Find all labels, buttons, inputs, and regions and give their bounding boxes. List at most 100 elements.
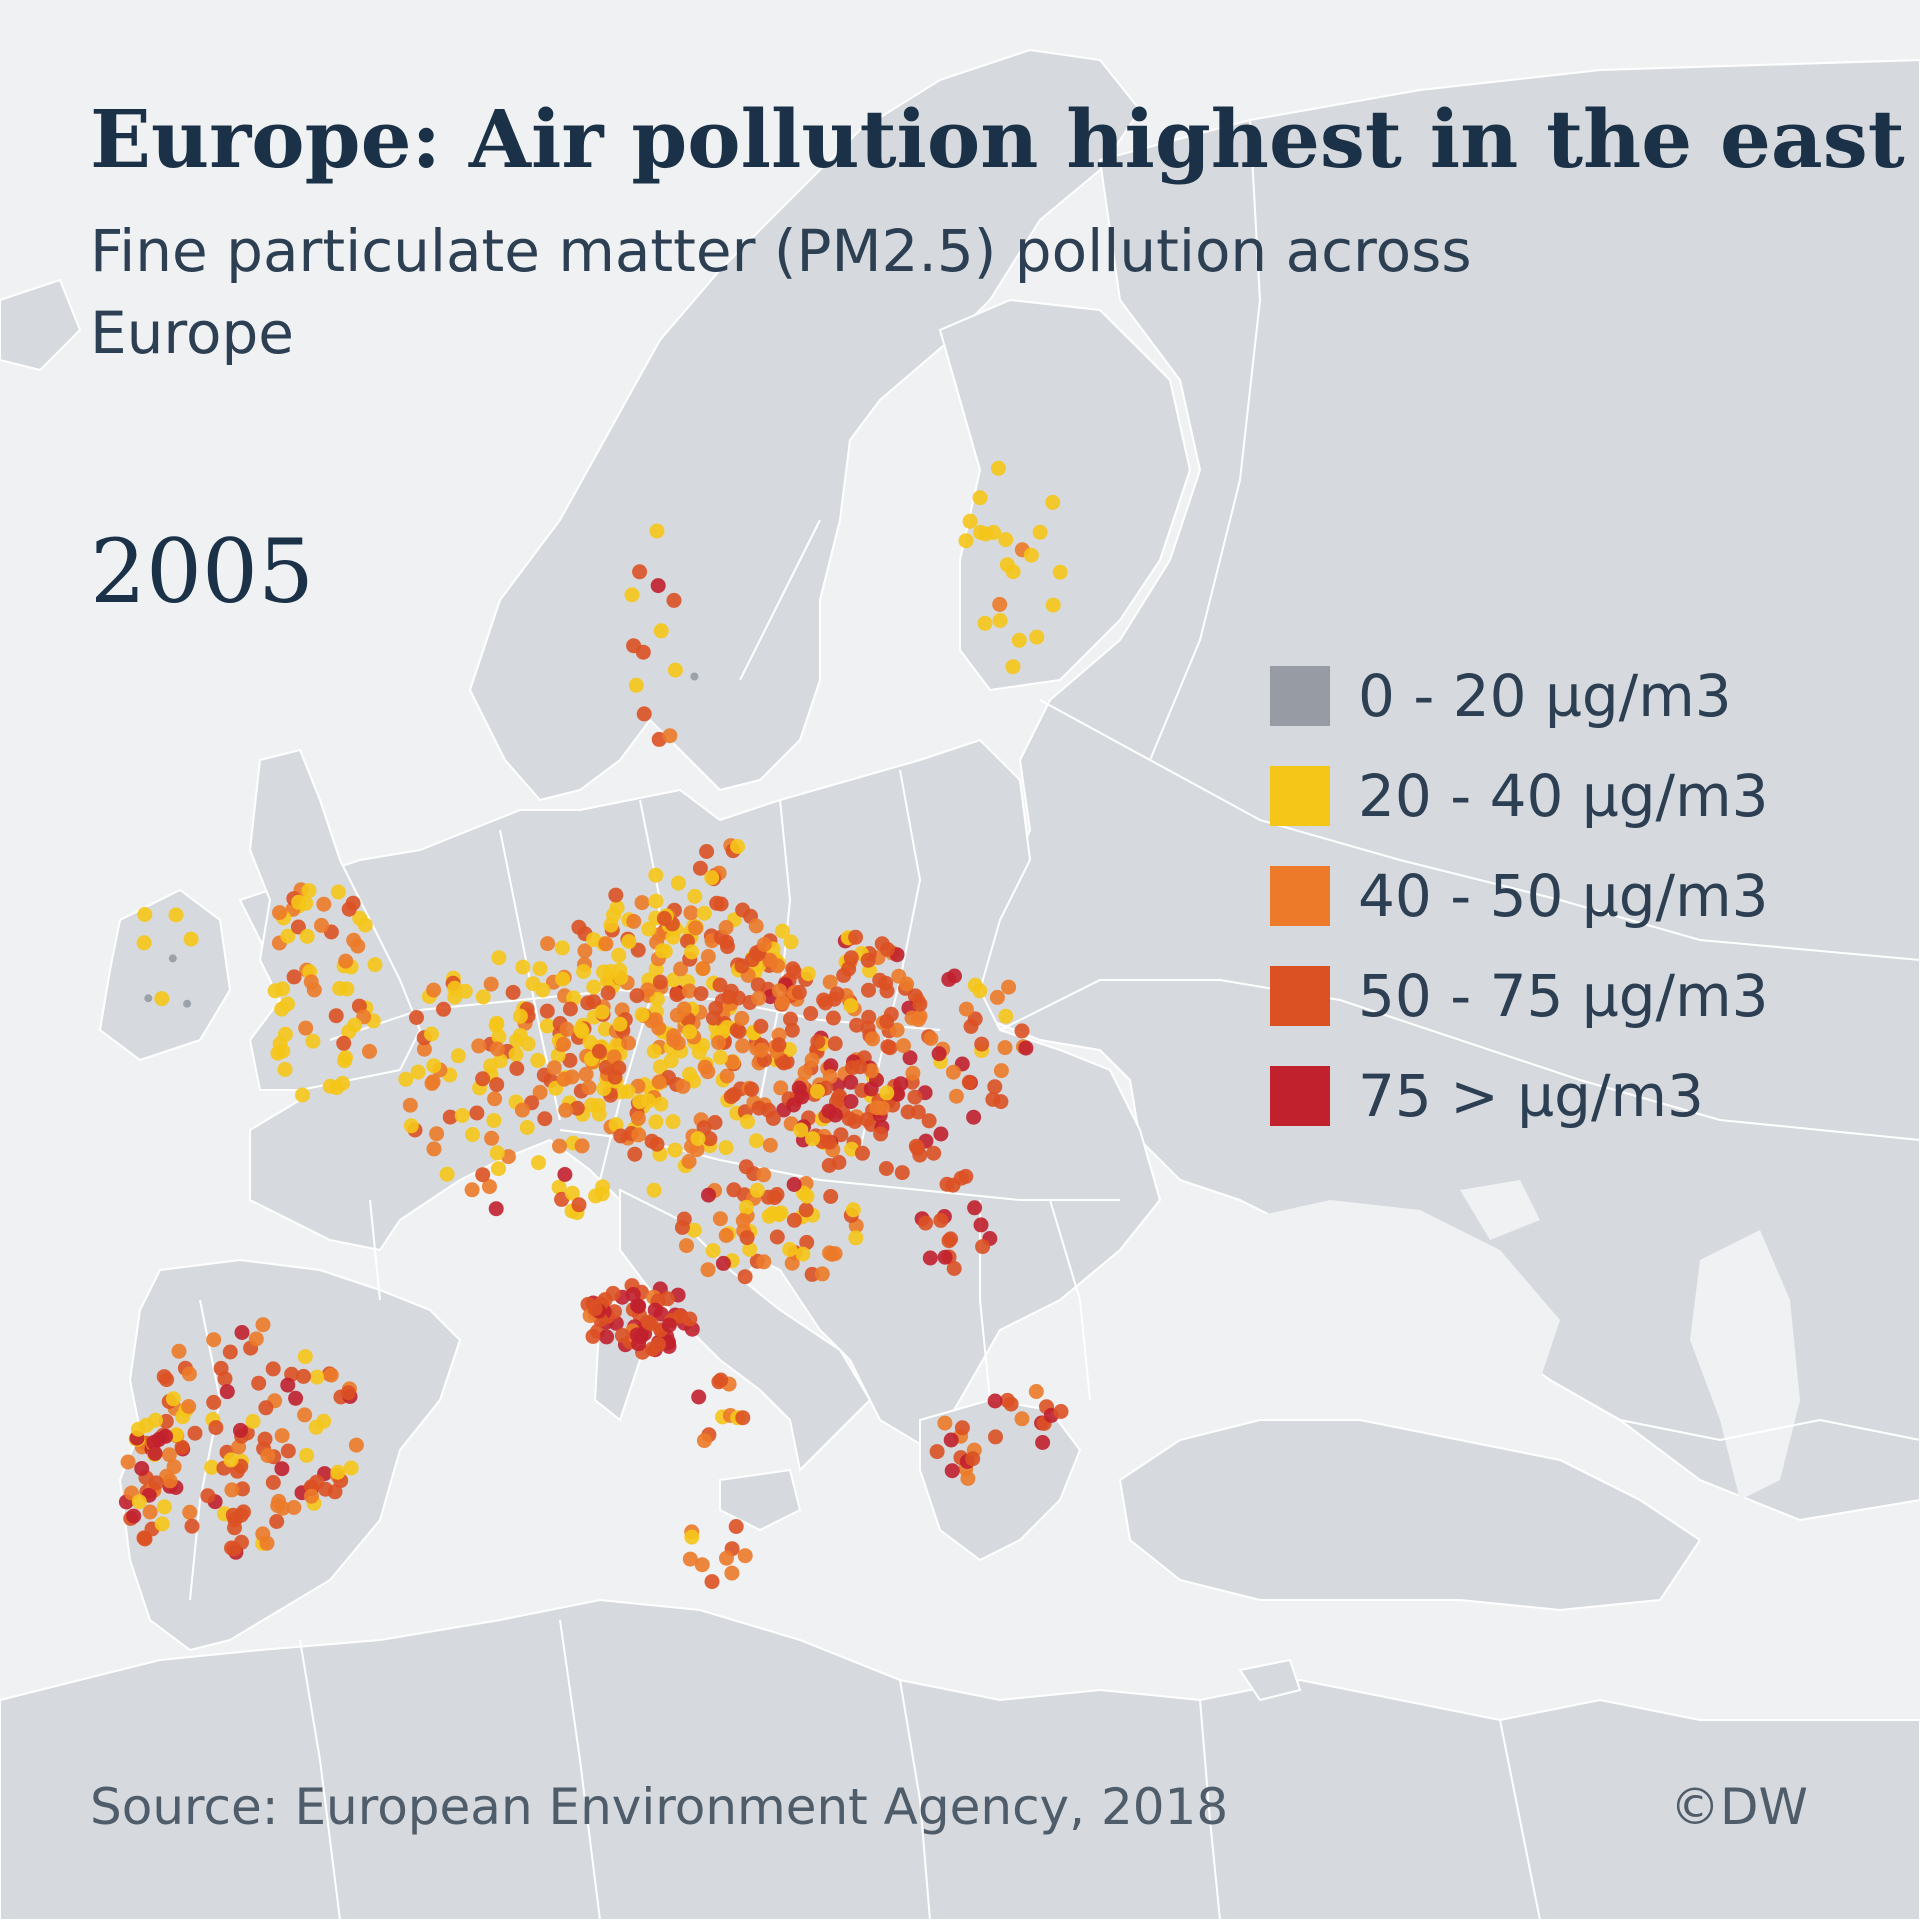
station-dot	[206, 1332, 222, 1348]
station-dot	[662, 728, 678, 744]
station-dot	[508, 1047, 524, 1062]
station-dot	[875, 1100, 890, 1116]
station-dot	[646, 1043, 662, 1059]
station-dot	[483, 1058, 499, 1074]
station-dot	[447, 980, 463, 996]
station-dot	[274, 1428, 290, 1444]
station-dot	[586, 979, 602, 995]
station-dot	[765, 1111, 781, 1126]
station-dot	[1014, 1023, 1030, 1039]
station-dot	[847, 1114, 863, 1129]
station-dot	[673, 961, 689, 977]
station-dot	[912, 1147, 928, 1163]
station-dot	[861, 1009, 877, 1025]
station-dot	[576, 964, 592, 979]
station-dot	[487, 1091, 503, 1107]
station-dot	[402, 1097, 418, 1113]
caspian-sea	[1690, 1230, 1800, 1500]
station-dot	[605, 1285, 621, 1301]
station-dot	[409, 1010, 424, 1025]
station-dot	[859, 1112, 875, 1127]
station-dot	[630, 1110, 646, 1126]
station-dot	[582, 1034, 598, 1050]
station-dot	[797, 1065, 813, 1081]
station-dot	[692, 860, 708, 876]
station-dot	[740, 1114, 755, 1130]
station-dot	[226, 1541, 242, 1557]
station-dot	[1005, 564, 1021, 580]
station-dot	[696, 1433, 712, 1449]
station-dot	[992, 613, 1008, 628]
station-dot	[675, 1078, 691, 1094]
continental-europe-landmass	[238, 738, 1162, 1452]
station-dot	[786, 1177, 802, 1192]
station-dot	[489, 1145, 505, 1161]
station-dot	[756, 1254, 772, 1270]
station-dot	[551, 1179, 567, 1195]
station-dot	[694, 1557, 710, 1573]
legend-label: 40 - 50 µg/m3	[1358, 862, 1769, 930]
station-dot	[587, 1301, 603, 1317]
station-dot	[742, 1241, 758, 1257]
station-dot	[648, 1114, 664, 1130]
station-dot	[611, 1060, 627, 1076]
station-dot	[878, 1161, 894, 1176]
station-dot	[290, 919, 306, 935]
station-dot	[688, 920, 704, 936]
station-dot	[539, 1003, 555, 1019]
station-dot	[843, 950, 859, 966]
station-dot	[301, 883, 317, 899]
station-dot	[702, 1131, 718, 1147]
station-dot	[223, 1452, 239, 1468]
station-dot	[974, 1036, 990, 1052]
station-dot	[944, 1463, 960, 1479]
station-dot	[786, 1097, 802, 1113]
station-dot	[552, 1138, 567, 1154]
legend-label: 20 - 40 µg/m3	[1358, 762, 1769, 830]
station-dot	[843, 1094, 859, 1109]
station-dot	[280, 1377, 296, 1393]
station-dot	[679, 1238, 694, 1254]
station-dot	[784, 1255, 800, 1271]
station-dot	[296, 1368, 311, 1384]
station-dot	[1045, 494, 1061, 510]
station-dot	[569, 1100, 585, 1116]
station-dot	[682, 1066, 698, 1082]
station-dot	[712, 977, 728, 993]
station-dot	[845, 1202, 861, 1218]
station-dot	[667, 1142, 683, 1158]
station-dot	[636, 706, 652, 722]
station-dot	[166, 1459, 182, 1475]
station-dot	[691, 1044, 707, 1060]
station-dot	[316, 1413, 332, 1429]
station-dot	[953, 1170, 969, 1186]
station-dot	[997, 1040, 1013, 1056]
station-dot	[975, 1239, 991, 1255]
station-dot	[735, 1038, 751, 1054]
station-dot	[187, 1425, 203, 1441]
station-dot	[280, 928, 296, 944]
station-dot	[299, 1447, 315, 1463]
station-dot	[899, 976, 915, 992]
station-dot	[626, 913, 642, 929]
station-dot	[748, 918, 764, 934]
station-dot	[297, 1349, 313, 1365]
station-dot	[557, 1167, 573, 1182]
station-dot	[571, 1197, 587, 1213]
station-dot	[269, 1514, 285, 1529]
station-dot	[822, 974, 838, 990]
station-dot	[958, 1001, 974, 1017]
station-dot	[863, 1063, 879, 1079]
station-dot	[998, 532, 1014, 548]
station-dot	[219, 1384, 235, 1400]
station-dot	[332, 981, 348, 996]
station-dot	[299, 928, 315, 944]
station-dot	[628, 677, 644, 693]
station-dot	[270, 1045, 286, 1061]
station-dot	[130, 1421, 146, 1437]
station-dot	[486, 1113, 502, 1128]
station-dot	[978, 526, 994, 542]
legend: 0 - 20 µg/m3 20 - 40 µg/m3 40 - 50 µg/m3…	[1270, 646, 1769, 1146]
station-dot	[558, 1102, 574, 1118]
station-dot	[666, 592, 682, 608]
